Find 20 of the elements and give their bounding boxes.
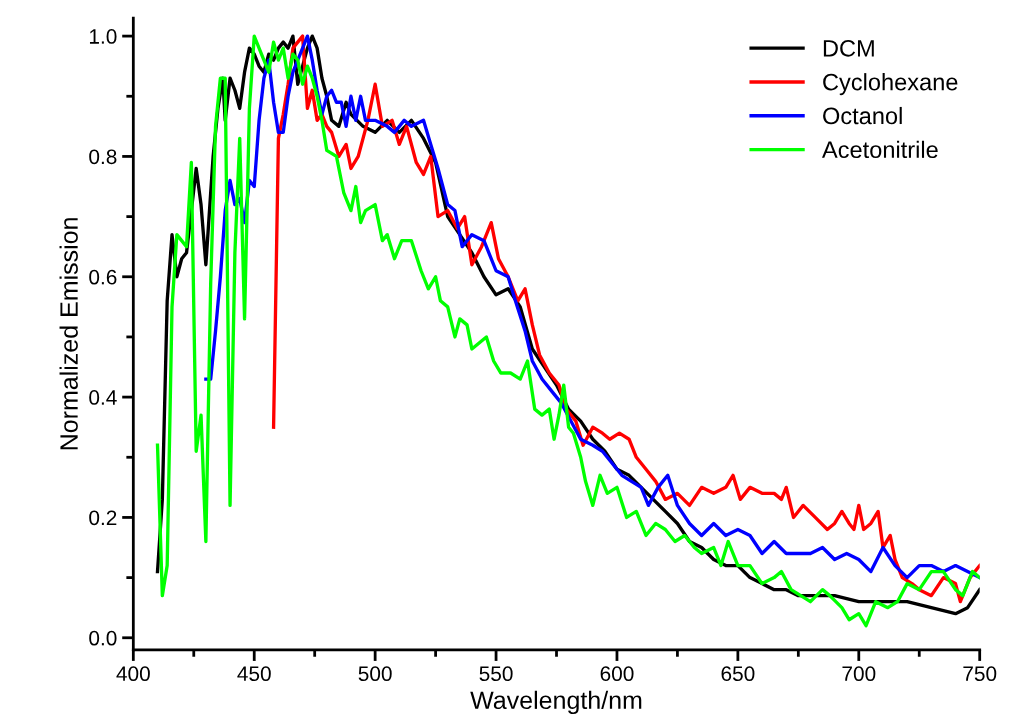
y-tick-label: 1.0 [89, 29, 117, 44]
y-tick-label: 0.8 [89, 149, 117, 165]
y-tick-label: 0.4 [89, 390, 117, 405]
legend-label: DCM [823, 39, 874, 57]
y-tick-label: 0.0 [89, 630, 117, 646]
x-tick-label: 600 [600, 666, 634, 682]
x-tick-label: 750 [963, 666, 997, 682]
x-tick-label: 650 [721, 666, 755, 682]
x-tick-label: 550 [479, 666, 513, 682]
x-tick-label: 500 [358, 666, 392, 682]
y-tick-label: 0.2 [89, 510, 117, 526]
x-tick-label: 450 [237, 666, 271, 682]
y-tick-label: 0.6 [89, 269, 117, 285]
legend-label: Octanol [823, 106, 902, 125]
x-tick-label: 700 [842, 666, 876, 682]
x-axis-title: Wavelength/nm [470, 690, 642, 715]
x-tick-label: 400 [116, 666, 150, 682]
legend-label: Cyclohexane [823, 73, 958, 96]
y-axis-title: Normalized Emission [59, 218, 78, 450]
legend-label: Acetonitrile [822, 140, 938, 159]
